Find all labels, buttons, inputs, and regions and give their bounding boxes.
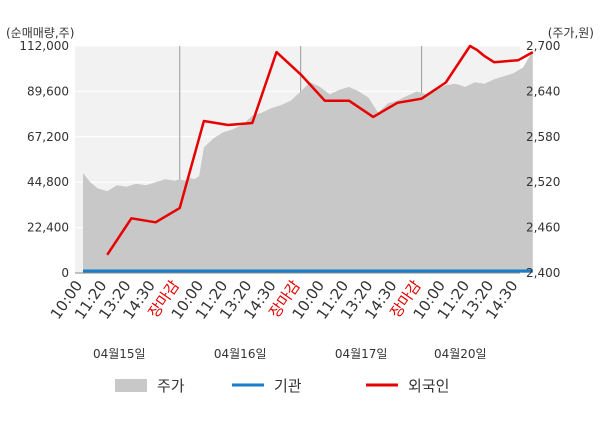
price-area-layer [83, 50, 533, 273]
left-tick-label: 22,400 [27, 221, 69, 235]
date-label-layer: 04월15일 04월16일 04월17일 04월20일 [93, 347, 487, 361]
left-tick-label: 44,800 [27, 175, 69, 189]
right-tick-label: 2,400 [526, 266, 560, 280]
foreign-line [106, 44, 534, 256]
legend-label: 주가 [157, 377, 185, 395]
series-line-layer [83, 44, 534, 273]
date-label: 04월15일 [93, 347, 146, 361]
left-tick-label: 67,200 [27, 130, 69, 144]
left-tick-label: 0 [61, 266, 69, 280]
date-label: 04월20일 [434, 347, 487, 361]
right-tick-label: 2,460 [526, 221, 560, 235]
left-axis-label: (순매매량,주) [6, 26, 74, 40]
date-label: 04월16일 [214, 347, 267, 361]
legend-swatch-price [115, 379, 147, 392]
legend: 주가 기관 외국인 [115, 377, 449, 395]
price-area [83, 50, 533, 273]
right-tick-label: 2,700 [526, 39, 560, 53]
right-tick-label: 2,520 [526, 175, 560, 189]
legend-label: 외국인 [408, 377, 449, 395]
right-tick-label: 2,640 [526, 84, 560, 98]
date-label: 04월17일 [335, 347, 388, 361]
legend-label: 기관 [274, 377, 302, 395]
left-tick-label: 89,600 [27, 84, 69, 98]
right-tick-label: 2,580 [526, 130, 560, 144]
right-axis-label: (주가,원) [548, 26, 594, 40]
left-tick-label: 112,000 [19, 39, 69, 53]
